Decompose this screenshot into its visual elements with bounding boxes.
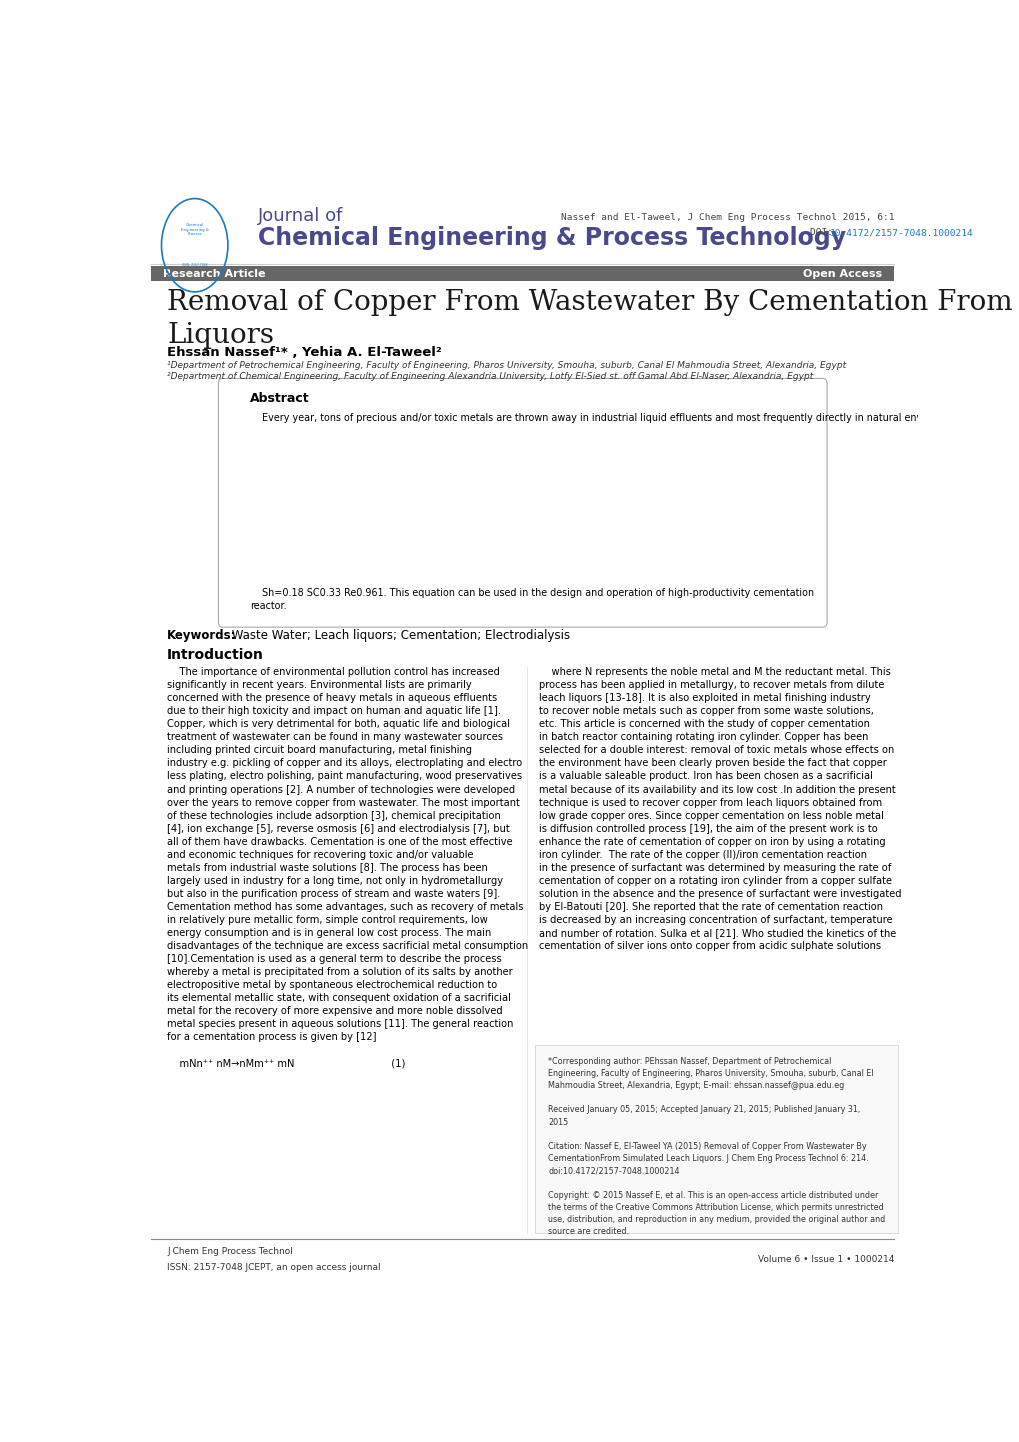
Text: ISSN: 2157-7048 JCEPT, an open access journal: ISSN: 2157-7048 JCEPT, an open access jo… [167,1263,380,1272]
Text: Ehssan Nassef¹* , Yehia A. El-Taweel²: Ehssan Nassef¹* , Yehia A. El-Taweel² [167,346,441,359]
Text: Removal of Copper From Wastewater By Cementation From Simulated Leach
Liquors: Removal of Copper From Wastewater By Cem… [167,288,1019,349]
Text: *Corresponding author: PEhssan Nassef, Department of Petrochemical
Engineering, : *Corresponding author: PEhssan Nassef, D… [547,1057,884,1236]
Text: 10.4172/2157-7048.1000214: 10.4172/2157-7048.1000214 [829,228,973,238]
Text: Introduction: Introduction [167,649,264,662]
FancyBboxPatch shape [151,267,894,281]
Text: The importance of environmental pollution control has increased
significantly in: The importance of environmental pollutio… [167,668,528,1069]
Text: Keywords:: Keywords: [167,629,236,642]
Text: ISSN: 2157-7048: ISSN: 2157-7048 [181,264,207,267]
Text: Journal of: Journal of [258,208,343,225]
Text: Open Access: Open Access [803,268,881,278]
Text: Volume 6 • Issue 1 • 1000214: Volume 6 • Issue 1 • 1000214 [757,1255,894,1263]
Text: Abstract: Abstract [250,392,310,405]
Text: ²Department of Chemical Engineering, Faculty of Engineering Alexandria Universit: ²Department of Chemical Engineering, Fac… [167,372,812,381]
Text: Waste Water; Leach liquors; Cementation; Electrodialysis: Waste Water; Leach liquors; Cementation;… [227,629,570,642]
Text: Sh=0.18 SC0.33 Re0.961. This equation can be used in the design and operation of: Sh=0.18 SC0.33 Re0.961. This equation ca… [250,588,813,611]
Text: Chemical Engineering & Process Technology: Chemical Engineering & Process Technolog… [258,225,845,249]
Text: J Chem Eng Process Technol: J Chem Eng Process Technol [167,1247,292,1256]
Text: DOI:: DOI: [809,228,838,238]
Text: Chemical
Engineering &
Process: Chemical Engineering & Process [180,224,209,236]
Text: Nassef and El-Taweel, J Chem Eng Process Technol 2015, 6:1: Nassef and El-Taweel, J Chem Eng Process… [560,213,894,222]
Text: Research Article: Research Article [163,268,265,278]
FancyBboxPatch shape [218,378,826,627]
FancyBboxPatch shape [534,1044,898,1233]
Text: where N represents the noble metal and M the reductant metal. This
process has b: where N represents the noble metal and M… [538,668,900,950]
Text: Every year, tons of precious and/or toxic metals are thrown away in industrial l: Every year, tons of precious and/or toxi… [250,412,1019,423]
Text: ¹Department of Petrochemical Engineering, Faculty of Engineering, Pharos Univers: ¹Department of Petrochemical Engineering… [167,360,846,369]
